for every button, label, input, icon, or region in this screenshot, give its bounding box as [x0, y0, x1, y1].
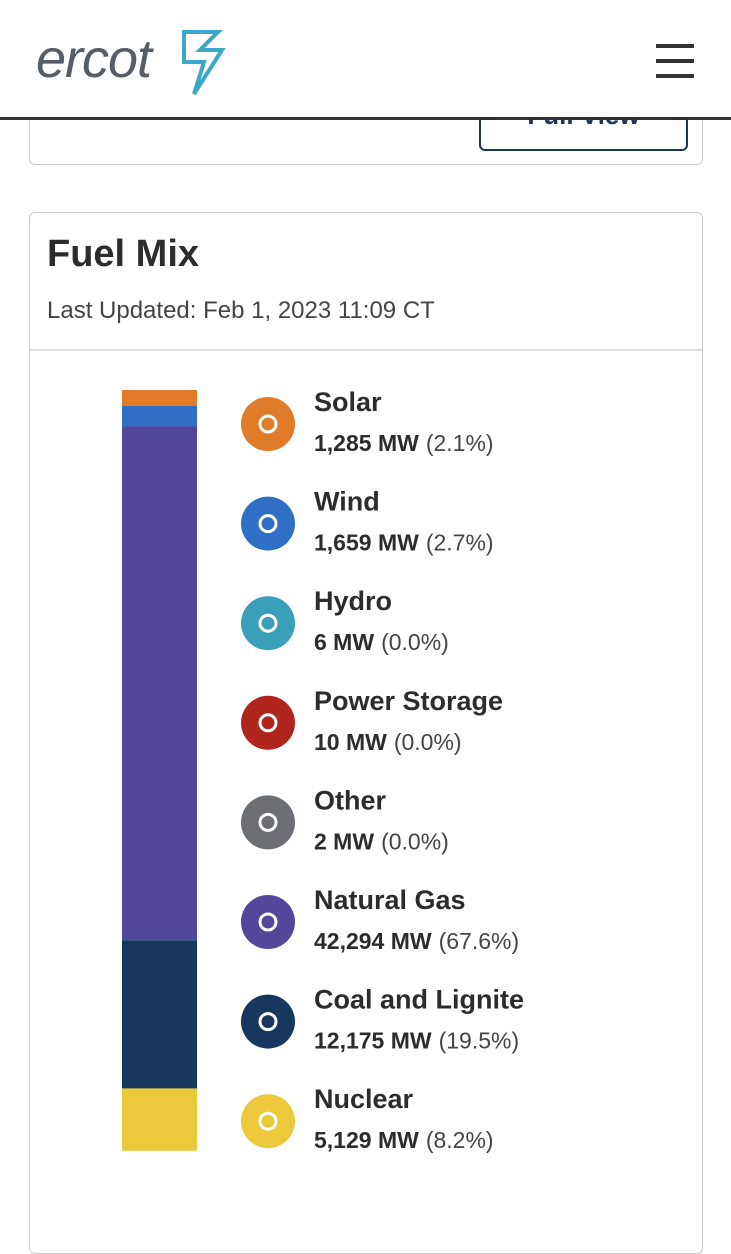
fuel-name: Solar [314, 387, 382, 417]
fuel-icon [241, 795, 295, 850]
card-title: Fuel Mix [47, 233, 200, 275]
fuel-mw: 1,659 MW [314, 530, 419, 556]
bar-segment [122, 405, 197, 427]
fuel-icon-glyph [258, 713, 278, 733]
fuel-icon-glyph [258, 912, 278, 932]
menu-button[interactable] [656, 44, 694, 89]
fuel-name: Power Storage [314, 686, 503, 716]
fuel-icon [241, 596, 295, 651]
fuel-percent: (8.2%) [426, 1127, 494, 1153]
fuel-value: 6 MW (0.0%) [314, 629, 449, 655]
fuel-percent: (0.0%) [394, 729, 462, 755]
fuel-icon [241, 496, 295, 551]
divider [30, 349, 702, 351]
fuel-icon-glyph [258, 812, 278, 832]
fuel-mw: 12,175 MW [314, 1028, 432, 1054]
fuel-mix-chart: Solar 1,285 MW (2.1%) Wind 1,659 MW (2.7%) Hyd… [122, 387, 524, 1153]
fuel-icon [241, 1094, 295, 1149]
fuel-name: Other [314, 785, 387, 815]
fuel-percent: (0.0%) [381, 828, 449, 854]
fuel-mw: 6 MW [314, 629, 374, 655]
fuel-value: 5,129 MW (8.2%) [314, 1127, 494, 1153]
fuel-name: Hydro [314, 586, 392, 616]
fuel-value: 2 MW (0.0%) [314, 828, 449, 854]
logo-bolt [182, 30, 226, 96]
fuel-value: 1,659 MW (2.7%) [314, 530, 494, 556]
fuel-name: Natural Gas [314, 885, 466, 915]
fuel-percent: (19.5%) [439, 1028, 520, 1054]
fuel-name: Coal and Lignite [314, 985, 524, 1015]
last-updated: Last Updated: Feb 1, 2023 11:09 CT [47, 297, 435, 324]
fuel-mw: 5,129 MW [314, 1127, 419, 1153]
fuel-percent: (0.0%) [381, 629, 449, 655]
fuel-icon-glyph [258, 1012, 278, 1032]
fuel-icon [241, 895, 295, 949]
fuel-icon [241, 695, 295, 750]
bar-segment [122, 426, 197, 941]
fuel-name: Nuclear [314, 1084, 414, 1114]
fuel-percent: (67.6%) [439, 928, 520, 954]
fuel-name: Wind [314, 487, 380, 517]
fuel-percent: (2.1%) [426, 430, 494, 456]
fuel-percent: (2.7%) [426, 530, 494, 556]
fuel-mw: 42,294 MW [314, 928, 432, 954]
fuel-icon-glyph [258, 414, 278, 434]
logo[interactable]: ercot [36, 29, 152, 89]
fuel-value: 42,294 MW (67.6%) [314, 928, 519, 954]
fuel-value: 10 MW (0.0%) [314, 729, 462, 755]
fuel-mw: 2 MW [314, 828, 374, 854]
bar-segment [122, 390, 197, 406]
fuel-icon-glyph [258, 514, 278, 534]
fuel-icon [241, 397, 295, 451]
bar-segment [122, 940, 197, 1089]
fuel-mw: 10 MW [314, 729, 387, 755]
fuel-value: 1,285 MW (2.1%) [314, 430, 494, 456]
fuel-icon [241, 994, 295, 1049]
fuel-mw: 1,285 MW [314, 430, 419, 456]
header: ercot [0, 0, 731, 120]
fuel-icon-glyph [258, 613, 278, 633]
bar-segment [122, 1088, 197, 1151]
fuel-value: 12,175 MW (19.5%) [314, 1028, 519, 1054]
fuel-mix-card: Fuel Mix Last Updated: Feb 1, 2023 11:09… [29, 212, 703, 1254]
fuel-icon-glyph [258, 1111, 278, 1131]
